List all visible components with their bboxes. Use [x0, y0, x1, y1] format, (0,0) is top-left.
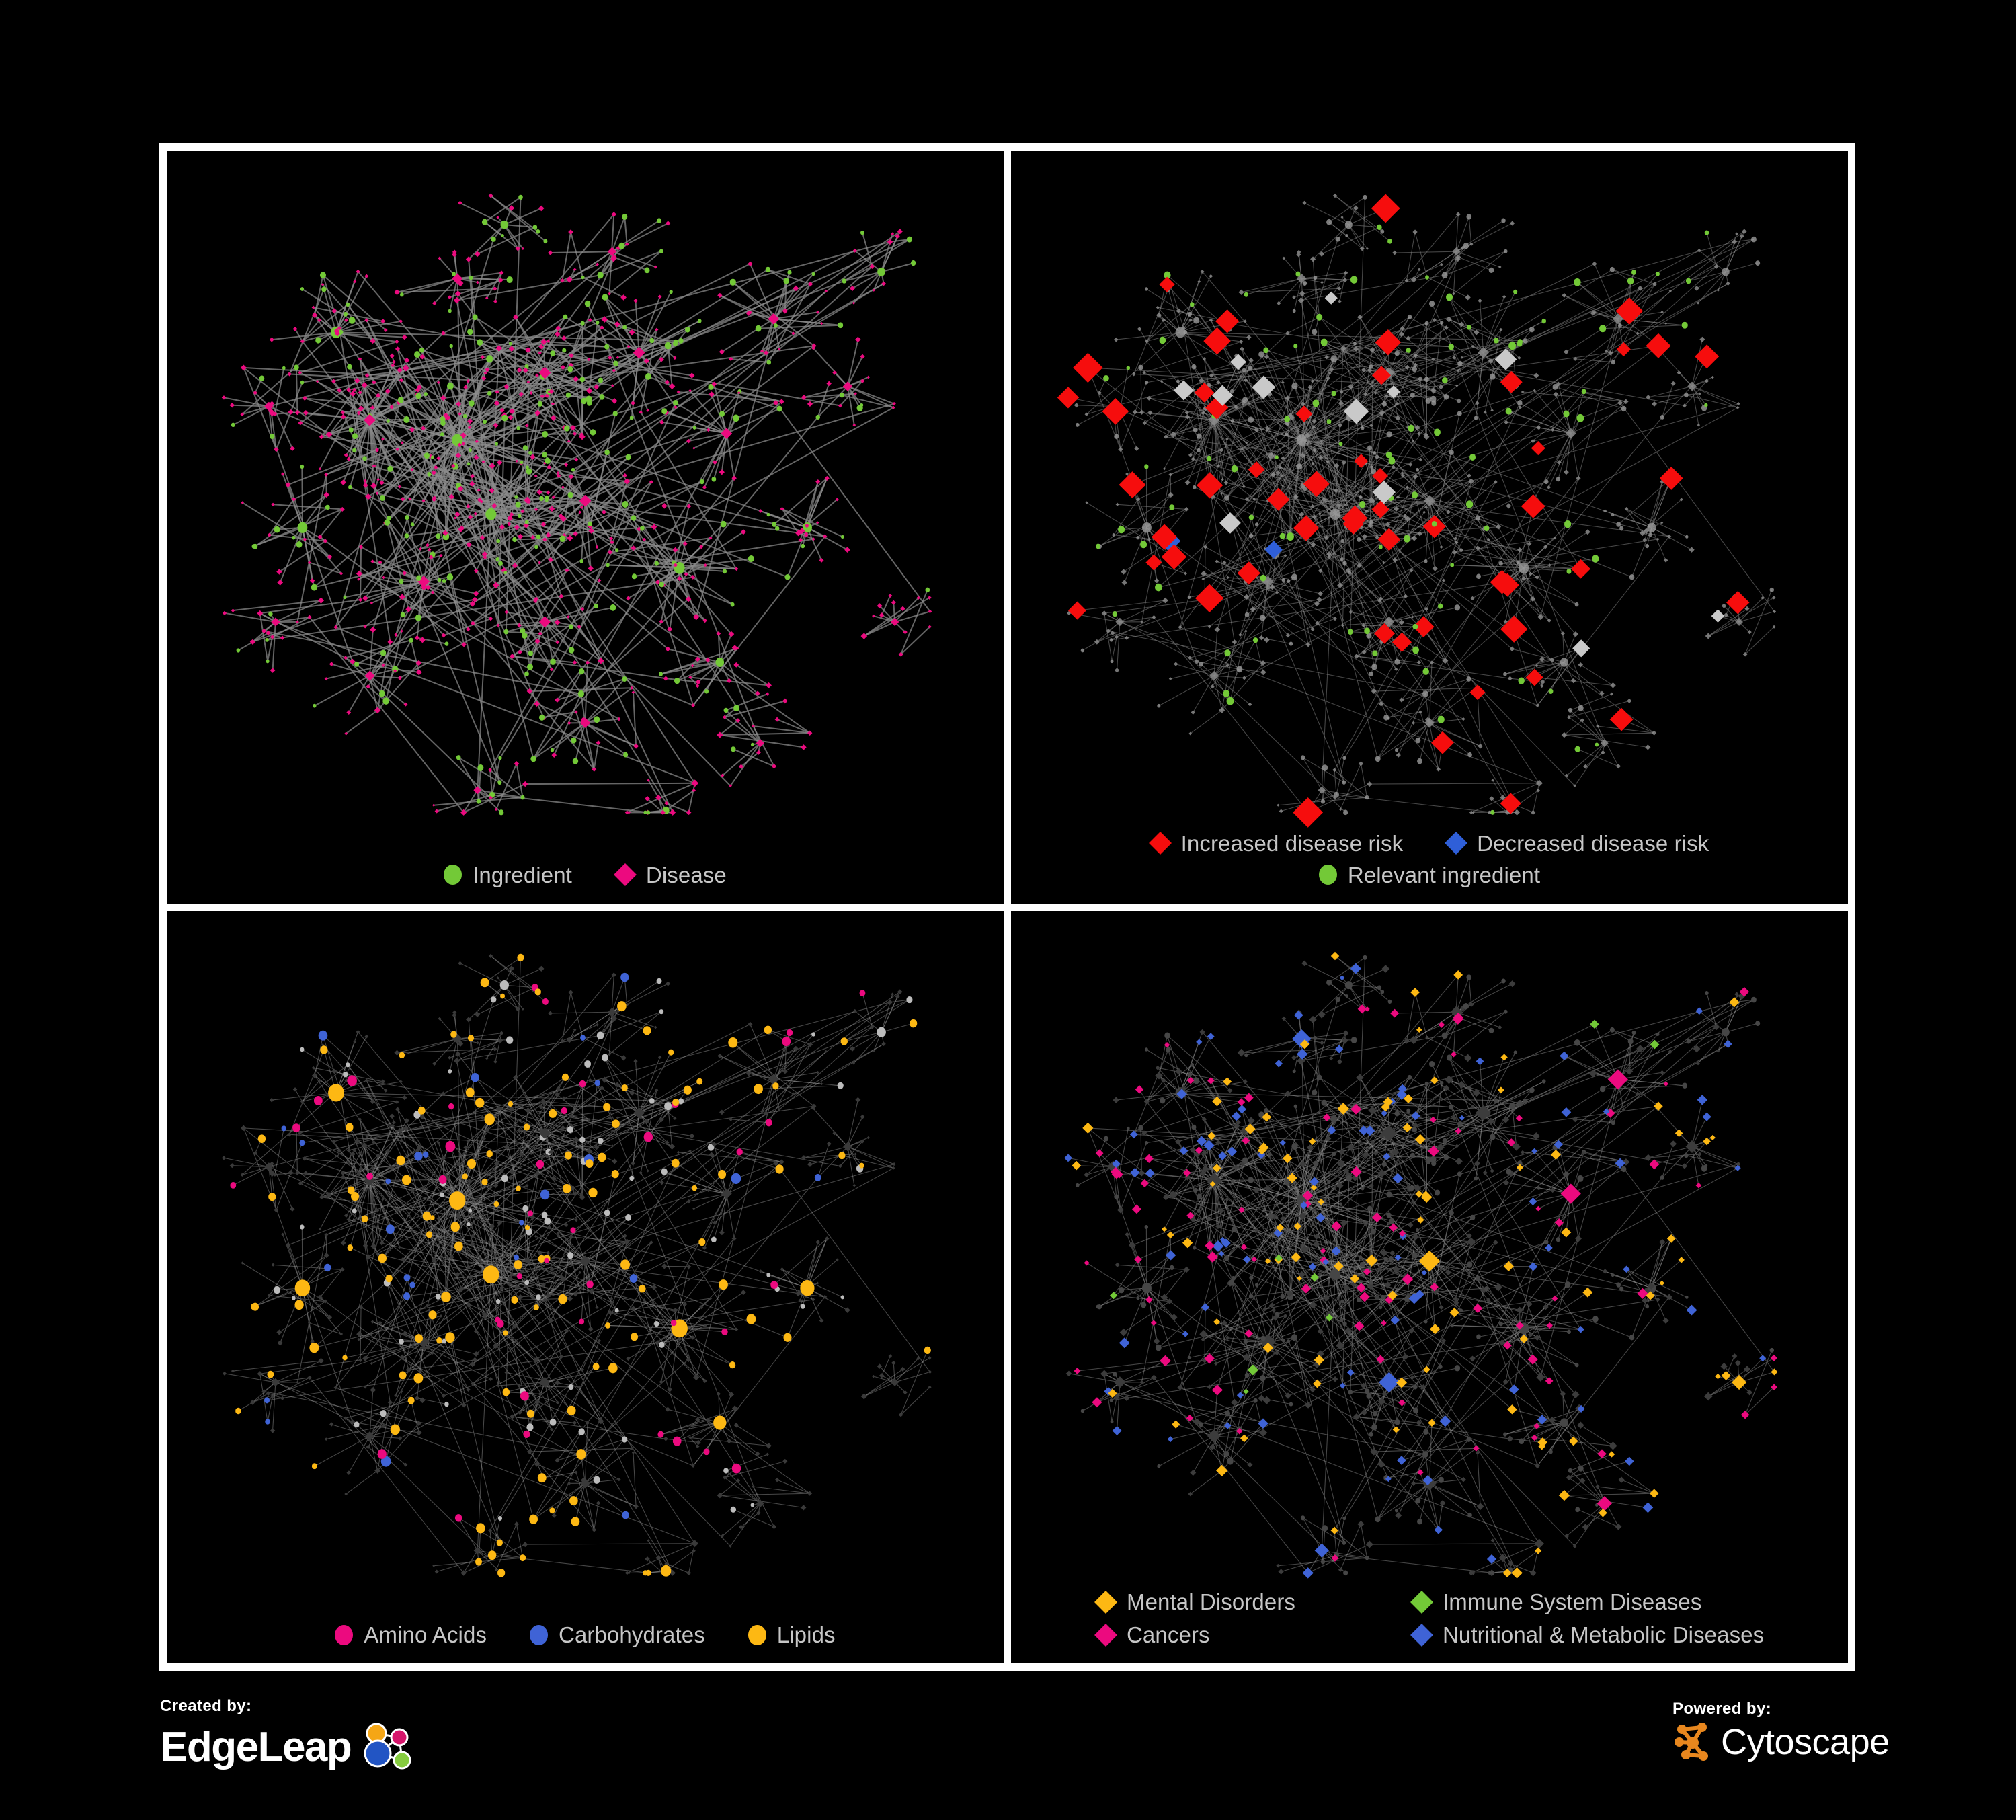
brand-powered-by: Powered by: Cytoscape [1672, 1700, 1890, 1763]
created-by-kicker: Created by: [160, 1697, 252, 1715]
network-canvas-4 [1064, 951, 1778, 1579]
powered-by-kicker: Powered by: [1672, 1700, 1772, 1718]
panel-ingredient-disease[interactable]: Ingredient Disease [167, 151, 1004, 904]
brand-created-by: Created by: EdgeLeap [160, 1697, 422, 1776]
cytoscape-wordmark: Cytoscape [1721, 1722, 1890, 1762]
edgeleap-wordmark: EdgeLeap [160, 1723, 352, 1770]
panel-disease-classes[interactable]: Mental Disorders Immune System Diseases … [1011, 910, 1848, 1663]
cytoscape-network-icon [1675, 1723, 1708, 1761]
panel-grid: Ingredient Disease Increased disease ris… [159, 143, 1855, 1671]
panel-disease-risk[interactable]: Increased disease risk Decreased disease… [1011, 151, 1848, 904]
cytoscape-logo: Cytoscape [1672, 1721, 1890, 1763]
network-canvas-3 [221, 953, 932, 1577]
edgeleap-logo: EdgeLeap [160, 1718, 422, 1776]
network-canvas-1 [221, 193, 932, 816]
edgeleap-network-icon [364, 1723, 411, 1770]
panel-nutrient-classes[interactable]: Amino Acids Carbohydrates Lipids [167, 910, 1004, 1663]
network-canvas-2 [1057, 193, 1777, 828]
